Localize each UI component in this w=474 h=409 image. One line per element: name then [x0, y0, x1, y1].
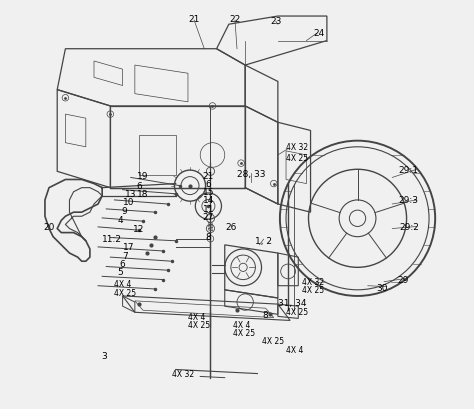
Text: 21: 21 [188, 15, 200, 24]
Text: 27: 27 [203, 212, 214, 221]
Text: 4X 32: 4X 32 [286, 143, 308, 152]
Text: 19: 19 [137, 171, 149, 180]
Text: 4X 4: 4X 4 [233, 320, 250, 329]
Text: 6: 6 [206, 180, 211, 189]
Text: 7: 7 [122, 251, 128, 260]
Text: 11: 11 [203, 204, 214, 213]
Text: 28, 33: 28, 33 [237, 169, 265, 178]
Text: 1, 2: 1, 2 [255, 237, 272, 246]
Text: 4X 25: 4X 25 [286, 153, 308, 162]
Text: 29: 29 [397, 275, 409, 284]
Text: 6: 6 [120, 259, 126, 268]
Text: 15: 15 [203, 188, 214, 197]
Text: 18: 18 [137, 190, 149, 199]
Text: 4X 4: 4X 4 [286, 345, 303, 354]
Text: 30: 30 [377, 283, 388, 292]
Text: 4X 25: 4X 25 [114, 288, 137, 297]
Text: 4X 4: 4X 4 [188, 312, 205, 321]
Text: 20: 20 [43, 222, 55, 231]
Text: 8: 8 [206, 233, 211, 242]
Text: 8: 8 [263, 310, 268, 319]
Text: 10: 10 [123, 198, 135, 207]
Text: 5: 5 [118, 267, 123, 276]
Text: 4X 25: 4X 25 [262, 337, 283, 346]
Text: 17: 17 [123, 243, 135, 252]
Text: 24: 24 [313, 29, 324, 38]
Text: 23: 23 [270, 17, 282, 25]
Text: 26: 26 [225, 222, 237, 231]
Text: 21: 21 [203, 171, 214, 180]
Text: 29:2: 29:2 [399, 222, 419, 231]
Text: 9: 9 [122, 206, 128, 215]
Text: 11:2: 11:2 [102, 235, 122, 244]
Text: 13: 13 [125, 190, 137, 199]
Text: 4X 32: 4X 32 [302, 277, 325, 286]
Text: 4X 25: 4X 25 [188, 320, 210, 329]
Text: 3: 3 [101, 351, 107, 360]
Text: 12: 12 [133, 225, 145, 234]
Text: 4: 4 [118, 216, 123, 225]
Text: 29:3: 29:3 [399, 196, 419, 205]
Text: 31, 34: 31, 34 [278, 298, 306, 307]
Text: 6: 6 [136, 182, 142, 191]
Text: 14: 14 [203, 196, 214, 205]
Text: 4X 25: 4X 25 [286, 307, 308, 316]
Text: 4X 32: 4X 32 [172, 369, 194, 378]
Text: 4X 4: 4X 4 [114, 279, 132, 288]
Text: 4X 25: 4X 25 [233, 328, 255, 337]
Text: 29:1: 29:1 [399, 165, 419, 174]
Text: 22: 22 [229, 15, 241, 24]
Text: 4X 25: 4X 25 [302, 285, 325, 294]
